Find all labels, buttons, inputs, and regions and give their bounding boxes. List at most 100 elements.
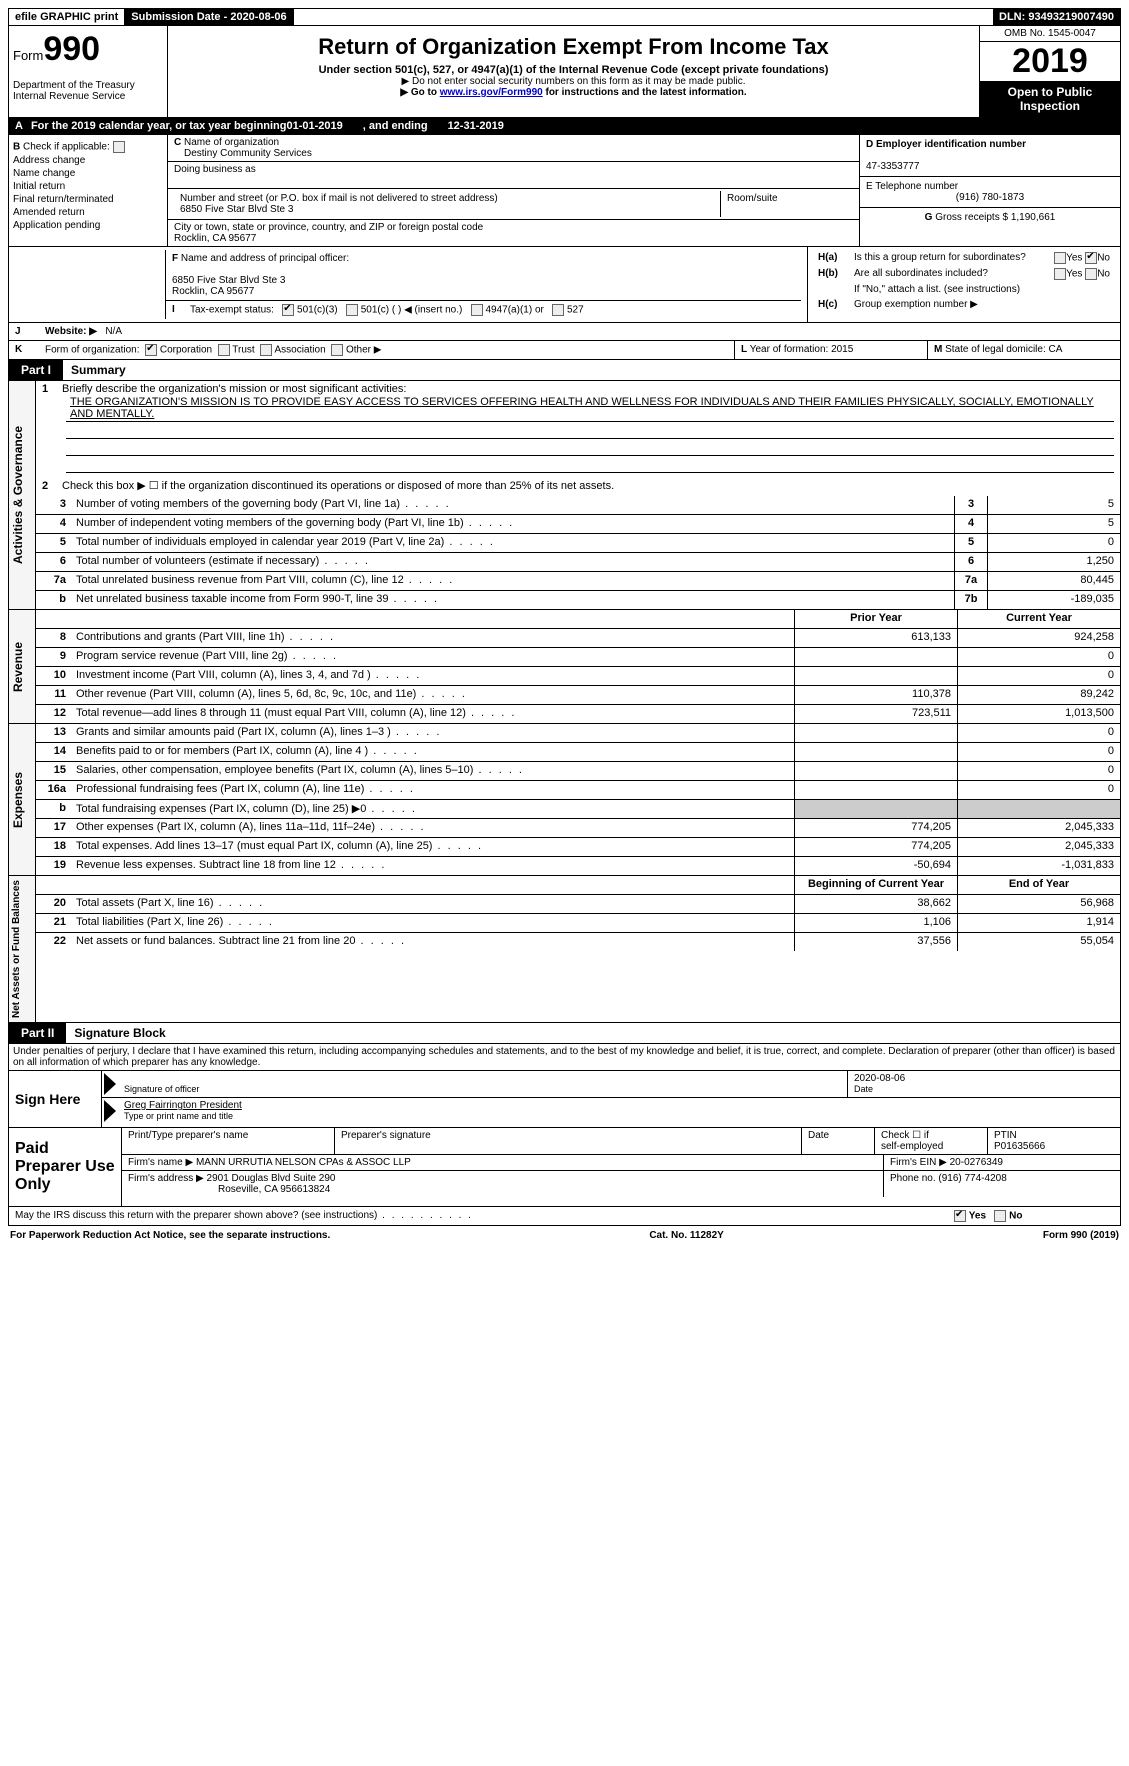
table-row: 19 Revenue less expenses. Subtract line … [36,857,1120,875]
a-label: A [15,120,23,132]
curr-val [957,800,1120,818]
line-val: -189,035 [987,591,1120,609]
prior-val: 723,511 [794,705,957,723]
checkbox-icon[interactable] [113,141,125,153]
line-val: 5 [987,515,1120,533]
line-desc: Program service revenue (Part VIII, line… [72,648,794,666]
i-label: I [172,304,175,315]
submission-cell: Submission Date - 2020-08-06 [125,9,293,25]
line-num: 6 [36,553,72,571]
note2-post: for instructions and the latest informat… [543,87,747,98]
table-row: 9 Program service revenue (Part VIII, li… [36,648,1120,667]
irs-link[interactable]: www.irs.gov/Form990 [440,87,543,98]
checkbox-icon[interactable] [1054,268,1066,280]
i-opt2: 501(c) ( ) ◀ (insert no.) [361,305,463,316]
checkbox-icon[interactable] [1054,252,1066,264]
firm-addr2: Roseville, CA 956613824 [128,1184,330,1195]
line-num: 5 [36,534,72,552]
prior-val: 38,662 [794,895,957,913]
curr-val: 2,045,333 [957,838,1120,856]
arrow-icon [104,1073,116,1095]
table-row: 4 Number of independent voting members o… [36,515,1120,534]
j-text: Website: ▶ [45,326,97,337]
header-right: OMB No. 1545-0047 2019 Open to Public In… [980,26,1120,117]
mission-text: THE ORGANIZATION'S MISSION IS TO PROVIDE… [66,395,1114,422]
checkbox-icon[interactable] [346,304,358,316]
checkbox-icon[interactable] [282,304,294,316]
discuss-row: May the IRS discuss this return with the… [8,1207,1121,1226]
checkbox-icon[interactable] [1085,268,1097,280]
summary-ag: Activities & Governance 1Briefly describ… [8,381,1121,610]
prior-val: 110,378 [794,686,957,704]
footer-right-pre: Form [1043,1230,1071,1241]
curr-val: 1,914 [957,914,1120,932]
line-desc: Total fundraising expenses (Part IX, col… [72,800,794,818]
box-num: 6 [954,553,987,571]
checkbox-icon[interactable] [260,344,272,356]
curr-val: 89,242 [957,686,1120,704]
g-amount: 1,190,661 [1011,212,1056,223]
line-desc: Total unrelated business revenue from Pa… [72,572,954,590]
box-num: 4 [954,515,987,533]
paid-preparer-block: Paid Preparer Use Only Print/Type prepar… [8,1128,1121,1207]
no-label: No [1009,1211,1022,1222]
prior-val: 774,205 [794,819,957,837]
hb-note: If "No," attach a list. (see instruction… [814,282,1114,297]
line-desc: Other revenue (Part VIII, column (A), li… [72,686,794,704]
officer-name: Greg Fairrington President [124,1100,242,1111]
line-num: 18 [36,838,72,856]
table-row: 7a Total unrelated business revenue from… [36,572,1120,591]
open-public: Open to Public Inspection [980,81,1120,117]
checkbox-icon[interactable] [145,344,157,356]
arrow-icon [104,1100,116,1122]
table-row: 13 Grants and similar amounts paid (Part… [36,724,1120,743]
table-row: 14 Benefits paid to or for members (Part… [36,743,1120,762]
g-label: G [925,212,933,223]
checkbox-icon[interactable] [954,1210,966,1222]
curr-val: 0 [957,781,1120,799]
irs-label: Internal Revenue Service [13,91,163,102]
checkbox-icon[interactable] [331,344,343,356]
checkbox-icon[interactable] [994,1210,1006,1222]
col1: Print/Type preparer's name [122,1128,335,1154]
prior-val [794,781,957,799]
firm-addr1: 2901 Douglas Blvd Suite 290 [207,1173,336,1184]
efile-label: efile GRAPHIC print [9,9,125,25]
curr-val: 0 [957,743,1120,761]
i-opt3: 4947(a)(1) or [485,305,543,316]
form-title: Return of Organization Exempt From Incom… [172,34,975,60]
curr-val: 2,045,333 [957,819,1120,837]
line-desc: Total revenue—add lines 8 through 11 (mu… [72,705,794,723]
line-num: 19 [36,857,72,875]
b-item: Address change [13,155,163,166]
i-opt4: 527 [567,305,584,316]
submission-date: 2020-08-06 [230,11,286,23]
period-mid: , and ending [363,120,428,132]
table-row: b Net unrelated business taxable income … [36,591,1120,609]
table-row: 15 Salaries, other compensation, employe… [36,762,1120,781]
checkbox-icon[interactable] [1085,252,1097,264]
m-label: M [934,344,942,355]
summary-exp: Expenses 13 Grants and similar amounts p… [8,724,1121,876]
paid-label: Paid Preparer Use Only [9,1128,122,1206]
box-deg: D Employer identification number 47-3353… [860,135,1120,246]
table-row: 6 Total number of volunteers (estimate i… [36,553,1120,572]
street-label: Number and street (or P.O. box if mail i… [180,193,498,204]
line1-text: Briefly describe the organization's miss… [62,383,406,395]
checkbox-icon[interactable] [552,304,564,316]
curr-val: 0 [957,648,1120,666]
table-row: 3 Number of voting members of the govern… [36,496,1120,515]
f-text: Name and address of principal officer: [181,253,349,264]
header-mid: Return of Organization Exempt From Incom… [168,26,980,117]
hb-text: Are all subordinates included? [854,268,1054,280]
line-desc: Number of independent voting members of … [72,515,954,533]
submission-label: Submission Date - [131,11,230,23]
dln-label: DLN: [999,11,1028,23]
checkbox-icon[interactable] [218,344,230,356]
checkbox-icon[interactable] [471,304,483,316]
line-val: 80,445 [987,572,1120,590]
ha-label: H(a) [818,252,837,263]
k-opt: Corporation [160,345,212,356]
form-prefix: Form [13,48,43,63]
b-item: Application pending [13,220,163,231]
